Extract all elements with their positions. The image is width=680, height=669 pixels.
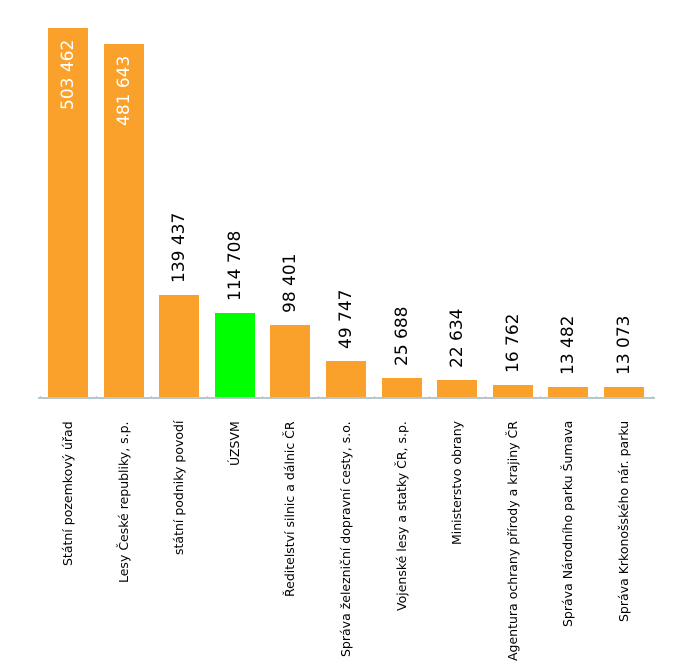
category-label: Správa železniční dopravní cesty, s.o. <box>338 421 353 657</box>
bar <box>270 325 310 397</box>
value-label: 481 643 <box>114 55 134 126</box>
bar <box>604 387 644 397</box>
category-label: Správa Národního parku Šumava <box>560 420 575 627</box>
bar <box>104 44 144 397</box>
bar <box>382 378 422 397</box>
value-label: 139 437 <box>169 212 189 283</box>
x-axis-tick <box>540 396 542 399</box>
x-axis-tick <box>95 396 97 399</box>
bar <box>437 380 477 397</box>
x-axis-tick <box>651 396 653 399</box>
bar <box>48 28 88 397</box>
x-axis-tick <box>262 396 264 399</box>
category-label: ÚZSVM <box>227 421 242 466</box>
x-axis-tick <box>318 396 319 399</box>
x-axis-tick <box>206 396 208 399</box>
x-axis-tick <box>373 396 375 399</box>
value-label: 16 762 <box>503 313 523 373</box>
x-axis-line <box>38 397 655 399</box>
category-label: Lesy České republiky, s.p. <box>116 421 131 583</box>
category-label: Agentura ochrany přírody a krajiny ČR <box>505 421 520 661</box>
bar <box>548 387 588 397</box>
value-label: 98 401 <box>280 253 300 313</box>
x-axis-tick <box>596 396 597 399</box>
bar <box>493 385 533 397</box>
bar <box>159 295 199 397</box>
x-axis-tick <box>151 396 153 399</box>
category-label: Státní pozemkový úřad <box>60 421 75 566</box>
value-label: 13 482 <box>558 315 578 375</box>
value-label: 13 073 <box>614 315 634 375</box>
x-axis-tick <box>484 396 486 399</box>
category-label: Vojenské lesy a statky ČR, s.p. <box>394 421 409 611</box>
value-label: 503 462 <box>58 39 78 110</box>
value-label: 114 708 <box>225 230 245 301</box>
category-label: Správa Krkonošského nár. parku <box>616 420 631 622</box>
bar <box>326 361 366 397</box>
value-label: 25 688 <box>392 306 412 366</box>
x-axis-tick <box>40 396 41 399</box>
category-label: Ministerstvo obrany <box>449 420 464 545</box>
value-label: 49 747 <box>336 289 356 349</box>
bar <box>215 313 255 397</box>
category-label: Ředitelství silnic a dálnic ČR <box>282 421 297 597</box>
x-axis-tick <box>429 396 431 399</box>
value-label: 22 634 <box>447 308 467 368</box>
category-label: státní podniky povodí <box>171 420 186 555</box>
